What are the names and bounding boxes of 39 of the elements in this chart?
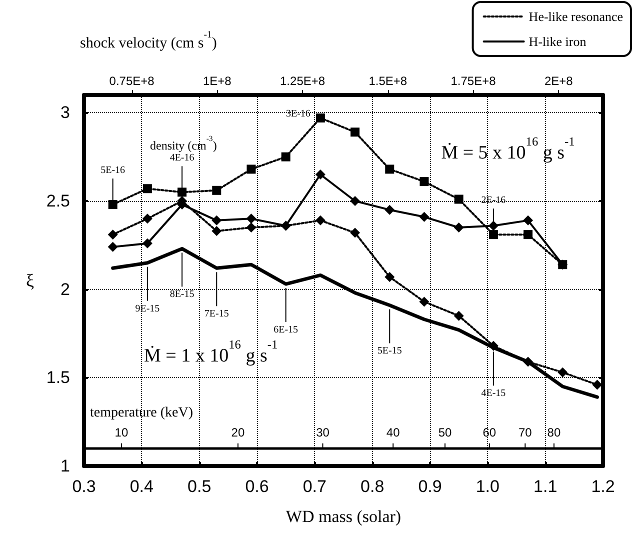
- annotation: 6E-15: [274, 324, 298, 336]
- x2-tick-label: 0.75E+8: [109, 74, 155, 88]
- x-tick-label: 1.2: [591, 477, 615, 496]
- x2-tick-label: 2E+8: [544, 74, 574, 88]
- x2-tick-label: 1.75E+8: [450, 74, 496, 88]
- annotation: 50: [438, 425, 452, 440]
- annotation: 5E-15: [377, 346, 402, 357]
- annotation: 70: [518, 425, 532, 440]
- annotation: 10: [114, 425, 128, 440]
- x-tick-label: 0.9: [418, 477, 442, 496]
- annotation: 20: [231, 425, 245, 440]
- x-tick-label: 0.8: [360, 477, 384, 496]
- x-tick-label: 0.5: [188, 477, 212, 496]
- x-tick-label: 0.6: [245, 477, 269, 496]
- x2-tick-label: 1.5E+8: [368, 74, 408, 88]
- x-tick-label: 0.7: [302, 477, 326, 496]
- y-tick-label: 2.5: [46, 192, 70, 210]
- x-axis-title: WD mass (solar): [286, 507, 402, 526]
- annotation: 4E-16: [170, 152, 194, 164]
- x-tick-label: 1.1: [534, 477, 558, 496]
- annotation: temperature (keV): [90, 406, 194, 421]
- x2-tick-label: 1.25E+8: [280, 74, 326, 88]
- annotation: 30: [316, 425, 330, 440]
- y-tick-label: 1.5: [46, 368, 70, 388]
- legend-label: He-like resonance: [528, 9, 624, 24]
- x-tick-label: 1.0: [476, 477, 500, 496]
- y-tick-label: 1: [60, 456, 70, 476]
- annotation: 40: [386, 425, 400, 440]
- annotation: 7E-15: [204, 308, 229, 320]
- y-tick-label: 2: [60, 280, 70, 299]
- x-tick-label: 0.3: [72, 477, 96, 496]
- x2-tick-label: 1E+8: [202, 74, 232, 88]
- annotation: 5E-16: [100, 165, 126, 176]
- x-tick-label: 0.4: [130, 477, 154, 496]
- y-tick-label: 3: [60, 103, 70, 122]
- legend-label: H-like iron: [528, 34, 587, 49]
- annotation: 80: [547, 425, 561, 440]
- annotation: 8E-15: [170, 289, 194, 300]
- y-axis-title: ξ: [26, 270, 34, 290]
